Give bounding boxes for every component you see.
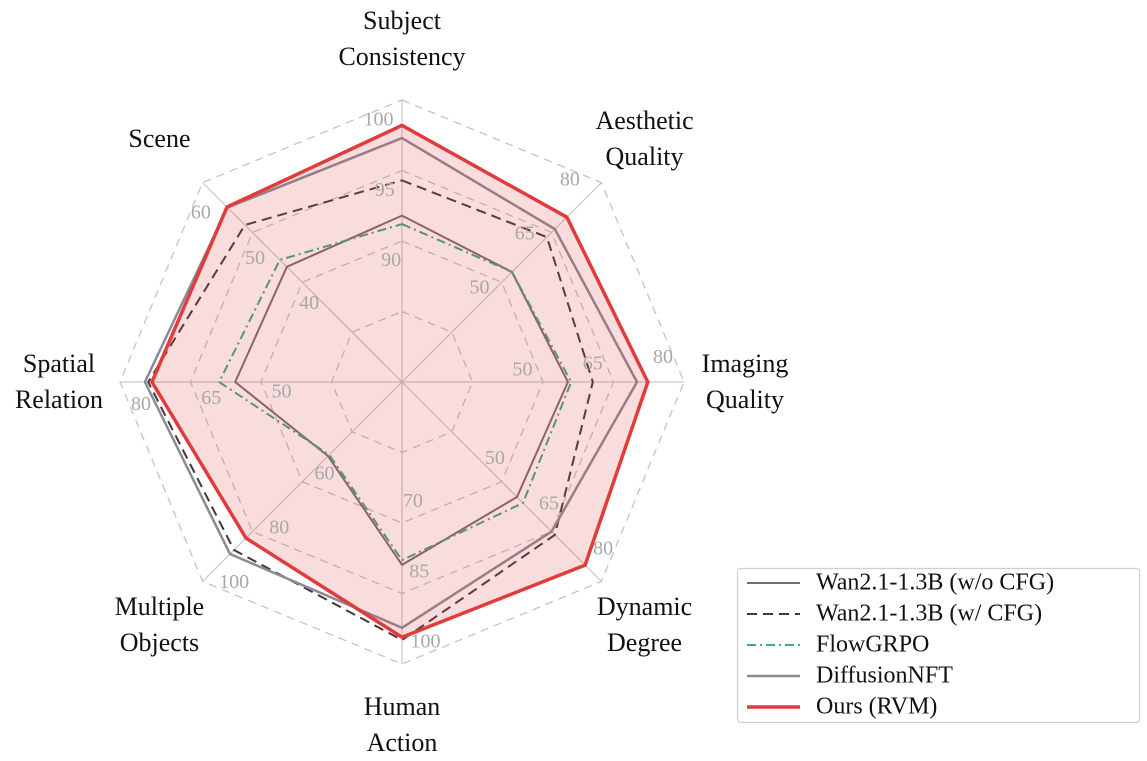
tick-label: 80 [131, 393, 151, 415]
tick-label: 80 [653, 346, 673, 368]
tick-label: 65 [515, 223, 535, 245]
tick-label: 80 [593, 537, 613, 559]
tick-label: 50 [271, 380, 291, 402]
legend-label: Ours (RVM) [816, 694, 937, 720]
category-label: Human Action [363, 692, 441, 757]
legend-label: Wan2.1-1.3B (w/ CFG) [816, 601, 1042, 627]
spoke [202, 182, 403, 383]
spoke [202, 381, 403, 582]
category-label: Imaging Quality [701, 349, 789, 414]
tick-label: 70 [403, 490, 423, 512]
category-label: Subject Consistency [338, 6, 466, 71]
tick-label: 85 [409, 560, 429, 582]
grid-ring [119, 99, 685, 665]
tick-label: 60 [191, 202, 211, 224]
series-line [147, 179, 594, 642]
tick-label: 50 [245, 247, 265, 269]
tick-label: 80 [269, 517, 289, 539]
legend-box [736, 567, 1141, 724]
series-line [150, 123, 650, 639]
category-label: Aesthetic Quality [595, 106, 694, 172]
category-label: Spatial Relation [14, 349, 104, 414]
tick-label: 90 [381, 249, 401, 271]
tick-label: 50 [513, 359, 533, 381]
legend-label: FlowGRPO [816, 632, 929, 658]
spoke [401, 381, 602, 582]
series-line [234, 214, 569, 566]
category-label: Multiple Objects [114, 591, 205, 657]
legend-label: DiffusionNFT [816, 663, 953, 689]
tick-label: 65 [201, 387, 221, 409]
tick-label: 100 [363, 109, 393, 131]
tick-label: 95 [375, 179, 395, 201]
tick-label: 40 [299, 292, 319, 314]
tick-label: 65 [539, 492, 559, 514]
tick-label: 80 [560, 168, 580, 190]
tick-label: 65 [583, 352, 603, 374]
tick-label: 50 [485, 447, 505, 469]
category-label: Scene [128, 124, 191, 154]
tick-label: 100 [411, 631, 441, 653]
category-label: Dynamic Degree [596, 591, 693, 657]
spoke [401, 182, 602, 383]
tick-label: 50 [470, 277, 490, 299]
series-line [218, 223, 573, 562]
legend-label: Wan2.1-1.3B (w/o CFG) [816, 570, 1054, 596]
grid-ring [260, 240, 544, 524]
tick-label: 60 [314, 462, 334, 484]
legend: Wan2.1-1.3B (w/o CFG) Wan2.1-1.3B (w/ CFG… [736, 567, 1141, 724]
tick-label: 100 [219, 571, 249, 593]
